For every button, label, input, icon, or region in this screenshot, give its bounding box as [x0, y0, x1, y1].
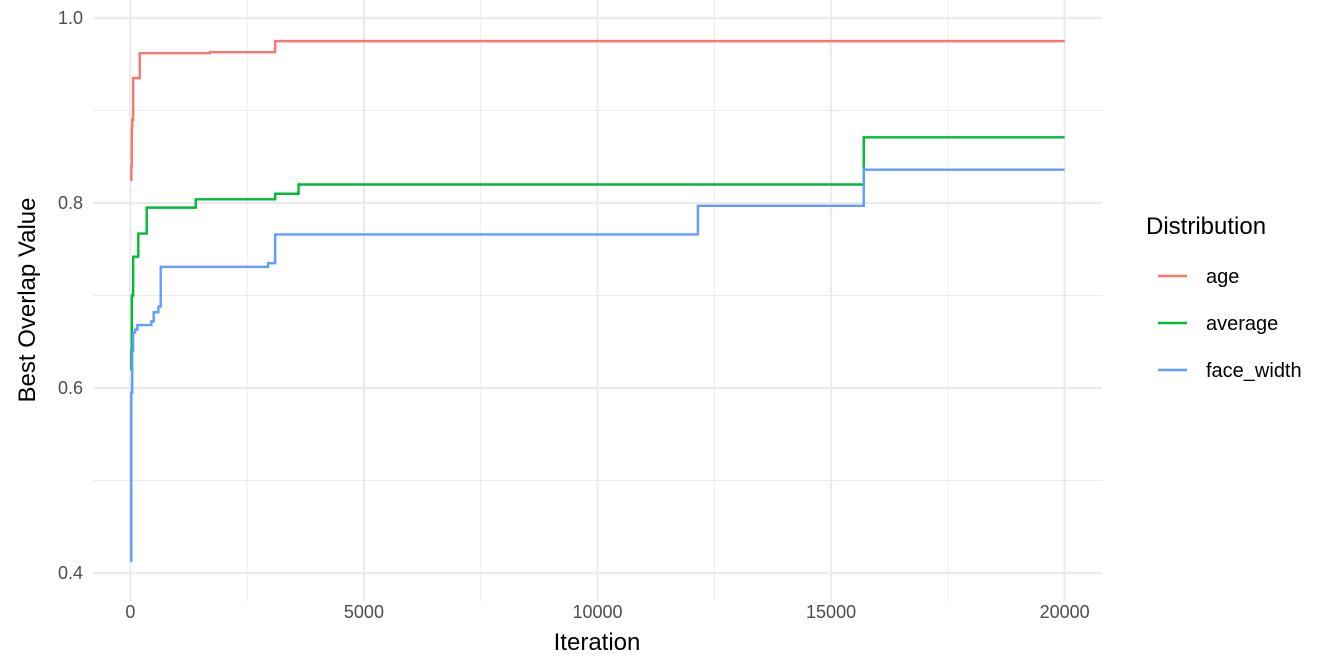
- y-tick-label: 0.8: [58, 193, 83, 213]
- grid: [93, 0, 1102, 601]
- x-axis-title: Iteration: [554, 629, 641, 656]
- series-line-face-width: [130, 168, 1065, 563]
- y-tick-label: 0.6: [58, 378, 83, 398]
- legend-label-average: average: [1206, 313, 1278, 335]
- x-axis-ticks: 0 5000 10000 15000 20000: [125, 602, 1089, 622]
- y-tick-label: 1.0: [58, 8, 83, 28]
- series-line-average: [130, 136, 1065, 371]
- legend-title: Distribution: [1146, 213, 1266, 240]
- series-lines: [130, 39, 1065, 563]
- y-axis-title: Best Overlap Value: [14, 198, 41, 403]
- legend-label-age: age: [1206, 266, 1239, 288]
- x-tick-label: 15000: [806, 602, 856, 622]
- series-line-age: [130, 39, 1065, 182]
- y-axis-ticks: 0.4 0.6 0.8 1.0: [58, 8, 83, 583]
- y-tick-label: 0.4: [58, 563, 83, 583]
- x-tick-label: 5000: [344, 602, 384, 622]
- legend: Distribution age average face_width: [1146, 213, 1302, 382]
- legend-label-face-width: face_width: [1206, 360, 1302, 382]
- x-tick-label: 20000: [1040, 602, 1090, 622]
- x-tick-label: 10000: [572, 602, 622, 622]
- x-tick-label: 0: [125, 602, 135, 622]
- legend-items: age average face_width: [1158, 266, 1302, 382]
